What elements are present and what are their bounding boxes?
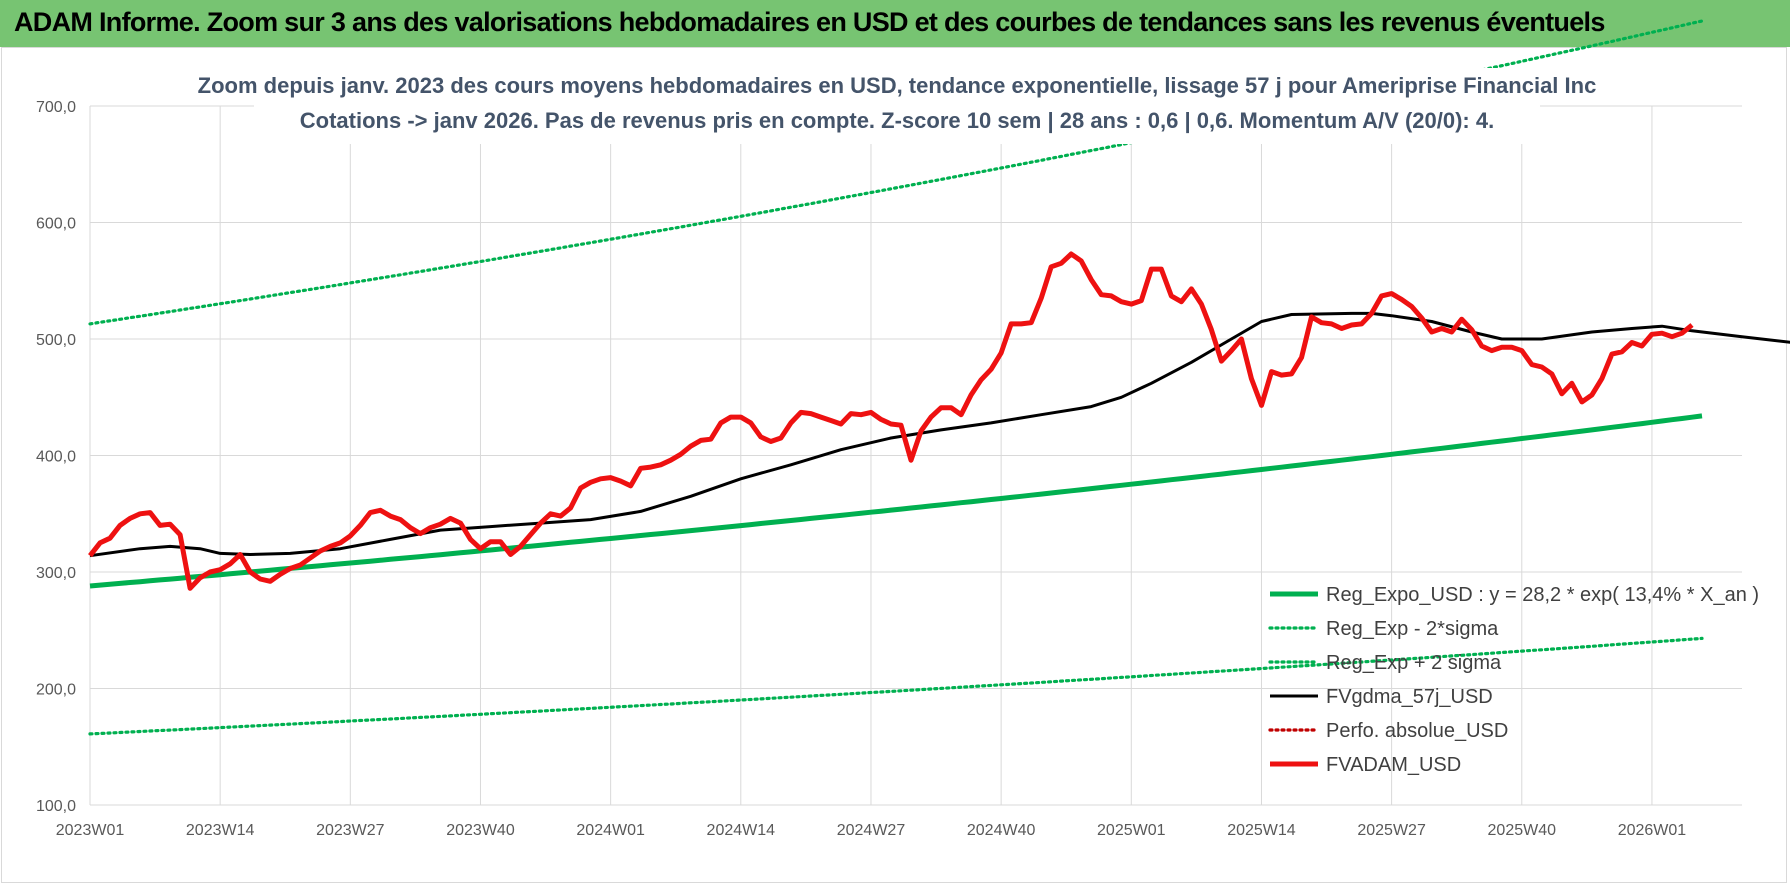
x-tick-label: 2024W40 <box>967 822 1036 839</box>
series-line-3 <box>89 311 1790 558</box>
x-axis-ticks: 2023W01 2023W14 2023W27 2023W40 2024W01 2024W… <box>56 822 1687 839</box>
banner-title: ADAM Informe. Zoom sur 3 ans des valoris… <box>14 7 1605 37</box>
x-tick-label: 2024W27 <box>837 822 906 839</box>
y-tick-label: 300,0 <box>36 565 76 582</box>
x-tick-label: 2025W40 <box>1488 822 1557 839</box>
y-tick-label: 400,0 <box>36 449 76 466</box>
grid-lines <box>89 105 1742 806</box>
x-tick-label: 2026W01 <box>1618 822 1687 839</box>
legend-label: Perfo. absolue_USD <box>1326 720 1508 742</box>
chart-subtitle: Cotations -> janv 2026. Pas de revenus p… <box>300 108 1494 133</box>
y-tick-label: 200,0 <box>36 682 76 699</box>
title-background <box>254 68 1540 144</box>
y-tick-label: 700,0 <box>36 99 76 116</box>
x-tick-label: 2025W14 <box>1227 822 1296 839</box>
legend: Reg_Expo_USD : y = 28,2 * exp( 13,4% * X… <box>1268 584 1759 776</box>
chart-frame <box>1 47 1787 883</box>
legend-label: Reg_Exp + 2 sigma <box>1326 652 1502 674</box>
x-tick-label: 2023W27 <box>316 822 385 839</box>
y-axis-ticks: 700,0 600,0 500,0 400,0 300,0 200,0 100,0 <box>36 99 76 815</box>
x-tick-label: 2023W14 <box>186 822 255 839</box>
legend-label: Reg_Exp - 2*sigma <box>1326 618 1499 640</box>
series-line-0 <box>89 413 1703 589</box>
y-tick-label: 100,0 <box>36 798 76 815</box>
series-line-2 <box>88 19 1704 326</box>
x-tick-label: 2025W01 <box>1097 822 1166 839</box>
x-tick-label: 2023W01 <box>56 822 125 839</box>
legend-label: FVADAM_USD <box>1326 754 1461 776</box>
x-tick-label: 2024W01 <box>576 822 645 839</box>
legend-label: Reg_Expo_USD : y = 28,2 * exp( 13,4% * X… <box>1326 584 1759 606</box>
chart-title: Zoom depuis janv. 2023 des cours moyens … <box>198 73 1597 98</box>
x-tick-label: 2025W27 <box>1357 822 1426 839</box>
legend-label: FVgdma_57j_USD <box>1326 686 1493 708</box>
y-tick-label: 600,0 <box>36 216 76 233</box>
series-line-5 <box>88 251 1694 591</box>
report-banner: ADAM Informe. Zoom sur 3 ans des valoris… <box>0 0 1790 47</box>
x-tick-label: 2023W40 <box>446 822 515 839</box>
series-line-1 <box>88 636 1704 736</box>
y-tick-label: 500,0 <box>36 332 76 349</box>
x-tick-label: 2024W14 <box>707 822 776 839</box>
